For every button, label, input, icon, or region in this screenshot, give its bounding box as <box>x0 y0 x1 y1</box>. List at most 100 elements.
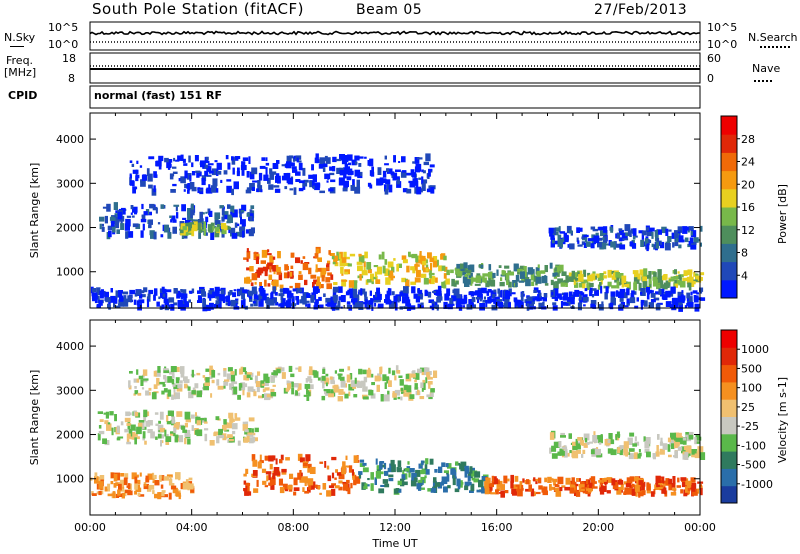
power-echo-cell <box>599 282 602 287</box>
velocity-echo-cell <box>96 491 100 495</box>
power-echo-cell <box>405 299 411 306</box>
power-echo-cell <box>552 289 555 298</box>
power-echo-cell <box>482 273 488 277</box>
power-echo-cell <box>284 163 290 168</box>
power-echo-cell <box>651 232 654 239</box>
power-echo-cell <box>415 296 420 303</box>
velocity-echo-cell <box>163 368 169 371</box>
power-echo-cell <box>205 188 209 194</box>
power-echo-cell <box>173 204 180 207</box>
velocity-echo-cell <box>169 371 175 375</box>
power-echo-cell <box>164 157 169 163</box>
velocity-echo-cell <box>179 380 183 384</box>
power-echo-cell <box>295 179 301 182</box>
power-echo-cell <box>206 174 212 177</box>
power-echo-cell <box>262 266 269 272</box>
velocity-echo-cell <box>113 493 120 498</box>
velocity-echo-cell <box>624 451 629 455</box>
power-echo-cell <box>347 166 350 172</box>
velocity-echo-cell <box>134 476 138 484</box>
power-echo-cell <box>180 289 183 293</box>
power-echo-cell <box>295 257 301 264</box>
velocity-echo-cell <box>510 474 514 483</box>
power-echo-cell <box>583 297 589 302</box>
velocity-echo-cell <box>152 472 155 479</box>
velocity-echo-cell <box>104 486 108 492</box>
velocity-echo-cell <box>270 388 275 394</box>
velocity-echo-cell <box>433 370 438 378</box>
power-echo-cell <box>242 289 248 294</box>
power-echo-cell <box>161 304 165 310</box>
power-echo-cell <box>126 215 131 218</box>
velocity-echo-cell <box>234 369 237 376</box>
velocity-echo-cell <box>338 373 342 380</box>
velocity-echo-cell <box>264 485 268 488</box>
velocity-echo-cell <box>138 375 144 380</box>
power-echo-cell <box>180 154 184 161</box>
power-echo-cell <box>494 301 500 307</box>
power-echo-cell <box>175 159 180 162</box>
velocity-echo-cell <box>683 489 688 497</box>
power-echo-cell <box>206 165 210 172</box>
power-echo-cell <box>498 265 502 268</box>
power-echo-cell <box>232 209 238 218</box>
power-echo-cell <box>217 304 221 308</box>
power-echo-cell <box>686 302 692 306</box>
velocity-colorbar-segment <box>721 451 737 469</box>
power-echo-cell <box>302 184 306 190</box>
velocity-echo-cell <box>608 433 613 441</box>
power-echo-cell <box>295 171 301 176</box>
power-echo-cell <box>348 170 354 175</box>
power-echo-cell <box>201 177 206 182</box>
power-echo-cell <box>116 216 120 224</box>
power-echo-cell <box>430 187 435 194</box>
velocity-echo-cell <box>362 467 369 473</box>
velocity-echo-cell <box>614 488 619 491</box>
power-echo-cell <box>317 257 322 262</box>
velocity-echo-cell <box>297 389 300 392</box>
velocity-echo-cell <box>374 477 377 485</box>
power-echo-cell <box>251 273 258 281</box>
power-echo-cell <box>235 156 238 159</box>
power-echo-cell <box>240 287 245 294</box>
velocity-echo-cell <box>464 481 470 487</box>
power-echo-cell <box>621 232 628 241</box>
power-echo-cell <box>316 281 321 289</box>
velocity-echo-cell <box>607 448 614 454</box>
velocity-echo-cell <box>623 481 628 485</box>
power-echo-cell <box>559 231 566 234</box>
power-echo-cell <box>532 269 535 277</box>
velocity-echo-cell <box>646 451 651 458</box>
power-echo-cell <box>267 299 273 304</box>
velocity-echo-cell <box>643 436 646 442</box>
velocity-echo-cell <box>268 482 273 486</box>
power-echo-cell <box>223 170 228 175</box>
velocity-echo-cell <box>551 445 557 452</box>
power-echo-cell <box>675 302 679 308</box>
nsearch-legend-line <box>760 46 790 48</box>
velocity-echo-cell <box>252 436 256 443</box>
velocity-echo-cell <box>166 421 172 425</box>
velocity-echo-cell <box>667 437 671 443</box>
velocity-echo-cell <box>256 385 260 393</box>
velocity-echo-cell <box>600 434 603 439</box>
power-echo-cell <box>603 275 607 279</box>
velocity-echo-cell <box>117 436 124 439</box>
velocity-echo-cell <box>569 450 572 454</box>
velocity-echo-cell <box>388 478 394 482</box>
velocity-echo-cell <box>264 382 269 386</box>
velocity-echo-cell <box>681 480 688 488</box>
power-echo-cell <box>640 239 645 247</box>
power-echo-cell <box>654 230 658 237</box>
power-echo-cell <box>267 283 271 287</box>
velocity-echo-cell <box>164 429 167 437</box>
power-echo-cell <box>184 229 189 236</box>
power-echo-cell <box>318 296 322 301</box>
power-echo-cell <box>432 301 436 308</box>
velocity-echo-cell <box>291 387 295 395</box>
velocity-colorbar-tick-label: -25 <box>741 420 759 433</box>
velocity-echo-cell <box>665 478 670 486</box>
power-echo-cell <box>536 297 541 302</box>
power-echo-cell <box>563 293 568 300</box>
